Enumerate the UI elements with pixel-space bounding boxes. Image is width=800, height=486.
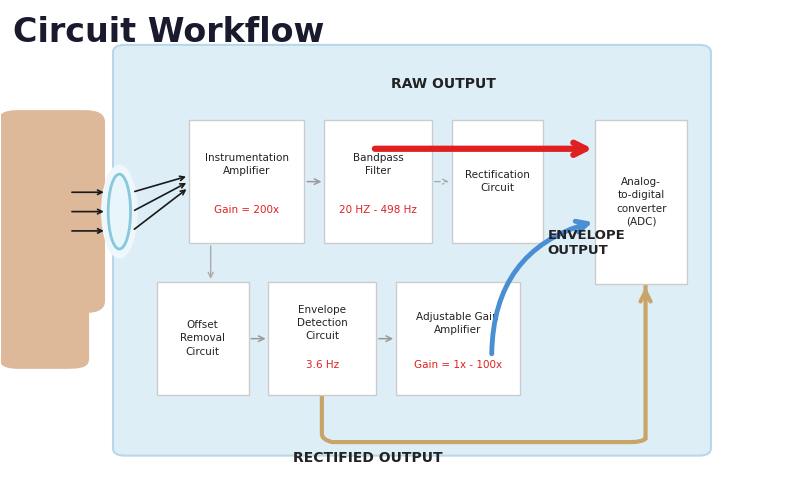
Text: 3.6 Hz: 3.6 Hz <box>306 360 339 369</box>
Text: Bandpass
Filter: Bandpass Filter <box>353 153 403 176</box>
FancyBboxPatch shape <box>324 120 432 243</box>
Text: RAW OUTPUT: RAW OUTPUT <box>391 76 496 90</box>
Text: Analog-
to-digital
converter
(ADC): Analog- to-digital converter (ADC) <box>616 177 666 227</box>
Text: ENVELOPE
OUTPUT: ENVELOPE OUTPUT <box>547 229 626 257</box>
FancyBboxPatch shape <box>113 45 711 455</box>
FancyBboxPatch shape <box>396 282 519 395</box>
Text: Offset
Removal
Circuit: Offset Removal Circuit <box>180 320 225 357</box>
Text: RECTIFIED OUTPUT: RECTIFIED OUTPUT <box>294 451 443 465</box>
FancyBboxPatch shape <box>269 282 376 395</box>
FancyBboxPatch shape <box>157 282 249 395</box>
Text: Envelope
Detection
Circuit: Envelope Detection Circuit <box>297 305 348 341</box>
FancyBboxPatch shape <box>0 110 105 313</box>
FancyArrowPatch shape <box>492 221 587 354</box>
Text: Rectification
Circuit: Rectification Circuit <box>466 170 530 193</box>
Ellipse shape <box>18 124 94 207</box>
Text: Adjustable Gain
Amplifier: Adjustable Gain Amplifier <box>417 312 499 335</box>
FancyBboxPatch shape <box>189 120 304 243</box>
Text: Circuit Workflow: Circuit Workflow <box>14 16 325 49</box>
Ellipse shape <box>101 164 138 259</box>
FancyBboxPatch shape <box>452 120 543 243</box>
FancyBboxPatch shape <box>0 253 89 369</box>
Ellipse shape <box>108 174 130 249</box>
FancyBboxPatch shape <box>7 323 78 369</box>
FancyBboxPatch shape <box>595 120 687 284</box>
Text: Gain = 200x: Gain = 200x <box>214 205 279 215</box>
Text: Instrumentation
Amplifier: Instrumentation Amplifier <box>205 153 289 176</box>
Text: Gain = 1x - 100x: Gain = 1x - 100x <box>414 360 502 369</box>
Text: 20 HZ - 498 Hz: 20 HZ - 498 Hz <box>339 205 417 215</box>
